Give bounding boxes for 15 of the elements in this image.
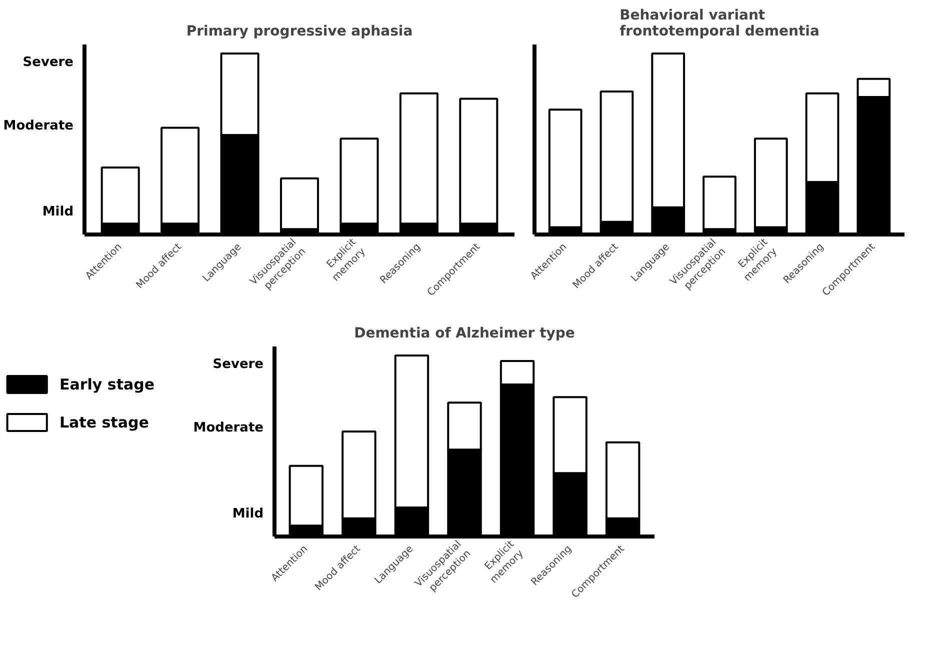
text: Mild (232, 506, 264, 522)
text: Moderate (193, 420, 264, 436)
chart-title: Primary progressive aphasia (186, 24, 413, 40)
text: Moderate (3, 118, 74, 134)
text: Mild (42, 204, 74, 220)
text: Severe (212, 357, 264, 372)
legend-label: Late stage (60, 414, 149, 432)
legend-label: Early stage (60, 376, 155, 394)
chart-title: Behavioral variant frontotemporal dementia (620, 8, 820, 40)
bar (280, 177, 320, 230)
bar (754, 138, 788, 228)
chart-title: Dementia of Alzheimer type (354, 326, 575, 342)
text: Severe (22, 55, 74, 70)
bar (702, 176, 736, 230)
bar (548, 108, 582, 228)
